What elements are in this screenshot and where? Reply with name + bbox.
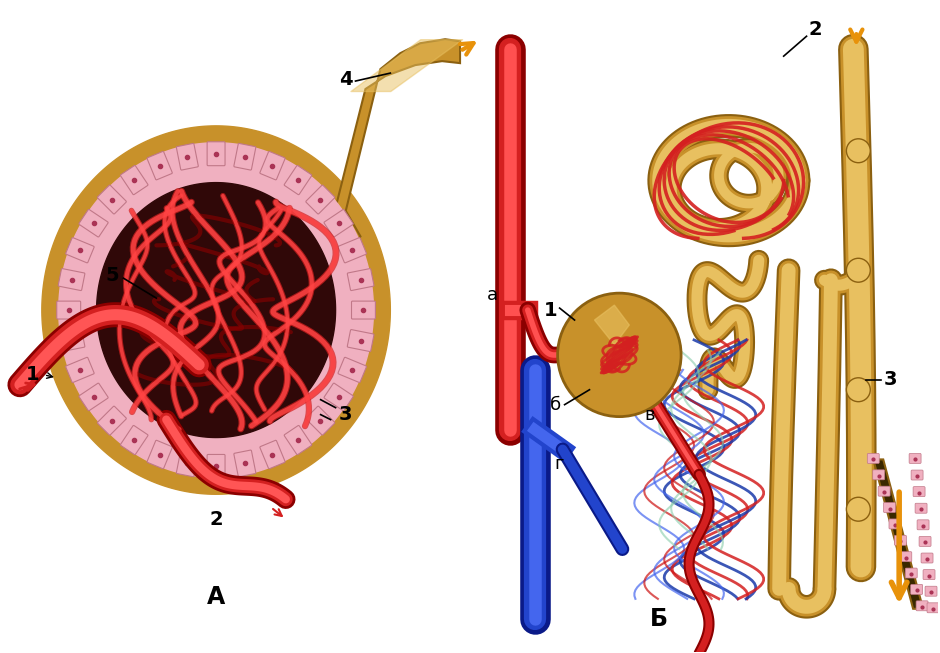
FancyBboxPatch shape (324, 383, 353, 411)
FancyBboxPatch shape (919, 536, 931, 547)
FancyBboxPatch shape (306, 185, 335, 214)
Text: 1: 1 (544, 300, 557, 319)
FancyBboxPatch shape (66, 357, 94, 383)
Circle shape (846, 139, 870, 163)
Polygon shape (594, 305, 629, 345)
FancyBboxPatch shape (324, 210, 353, 237)
Text: 5: 5 (106, 266, 119, 285)
FancyBboxPatch shape (207, 454, 225, 479)
Text: 3: 3 (338, 405, 352, 424)
FancyBboxPatch shape (56, 301, 81, 319)
FancyBboxPatch shape (909, 453, 921, 464)
FancyBboxPatch shape (347, 330, 374, 351)
FancyBboxPatch shape (120, 426, 148, 454)
Polygon shape (97, 183, 336, 438)
Circle shape (557, 293, 682, 417)
Text: 3: 3 (884, 370, 897, 389)
Polygon shape (873, 460, 923, 609)
FancyBboxPatch shape (917, 520, 929, 530)
FancyBboxPatch shape (306, 406, 335, 435)
FancyBboxPatch shape (927, 603, 939, 613)
FancyBboxPatch shape (900, 552, 912, 562)
Text: б: б (550, 396, 561, 413)
Text: а: а (487, 286, 498, 304)
FancyBboxPatch shape (147, 440, 172, 469)
FancyBboxPatch shape (905, 568, 917, 578)
Polygon shape (42, 126, 390, 494)
Text: г: г (555, 455, 564, 473)
FancyBboxPatch shape (894, 535, 906, 545)
Circle shape (846, 378, 870, 402)
Circle shape (846, 259, 870, 282)
FancyBboxPatch shape (234, 450, 256, 477)
FancyBboxPatch shape (889, 519, 901, 529)
FancyBboxPatch shape (911, 584, 923, 594)
FancyBboxPatch shape (347, 268, 374, 291)
Polygon shape (330, 39, 460, 259)
Text: 4: 4 (339, 70, 352, 89)
FancyBboxPatch shape (913, 486, 925, 497)
FancyBboxPatch shape (120, 165, 148, 195)
FancyBboxPatch shape (916, 601, 928, 611)
FancyBboxPatch shape (284, 426, 312, 454)
FancyBboxPatch shape (352, 301, 375, 319)
FancyBboxPatch shape (338, 238, 367, 263)
FancyBboxPatch shape (916, 503, 927, 513)
FancyBboxPatch shape (147, 151, 172, 180)
FancyBboxPatch shape (259, 151, 285, 180)
Text: в: в (644, 406, 655, 424)
Text: А: А (207, 585, 226, 609)
FancyBboxPatch shape (338, 357, 367, 383)
FancyBboxPatch shape (177, 144, 198, 170)
FancyBboxPatch shape (884, 503, 896, 513)
FancyBboxPatch shape (79, 383, 108, 411)
FancyBboxPatch shape (58, 268, 85, 291)
Text: 2: 2 (808, 20, 822, 39)
FancyBboxPatch shape (923, 569, 935, 580)
FancyBboxPatch shape (911, 470, 923, 480)
FancyBboxPatch shape (98, 406, 126, 435)
FancyBboxPatch shape (868, 453, 879, 464)
FancyBboxPatch shape (925, 586, 937, 596)
FancyBboxPatch shape (177, 450, 198, 477)
FancyBboxPatch shape (234, 144, 256, 170)
FancyBboxPatch shape (79, 210, 108, 237)
FancyBboxPatch shape (207, 142, 225, 166)
Circle shape (846, 498, 870, 521)
FancyBboxPatch shape (872, 470, 885, 480)
Polygon shape (59, 143, 373, 477)
FancyBboxPatch shape (284, 165, 312, 195)
FancyBboxPatch shape (66, 238, 94, 263)
FancyBboxPatch shape (98, 185, 126, 214)
Text: 1: 1 (26, 365, 39, 385)
FancyBboxPatch shape (58, 330, 85, 351)
FancyBboxPatch shape (878, 486, 890, 496)
FancyBboxPatch shape (921, 553, 933, 563)
Text: Б: Б (650, 607, 668, 631)
FancyBboxPatch shape (259, 440, 285, 469)
Text: 2: 2 (210, 510, 223, 529)
